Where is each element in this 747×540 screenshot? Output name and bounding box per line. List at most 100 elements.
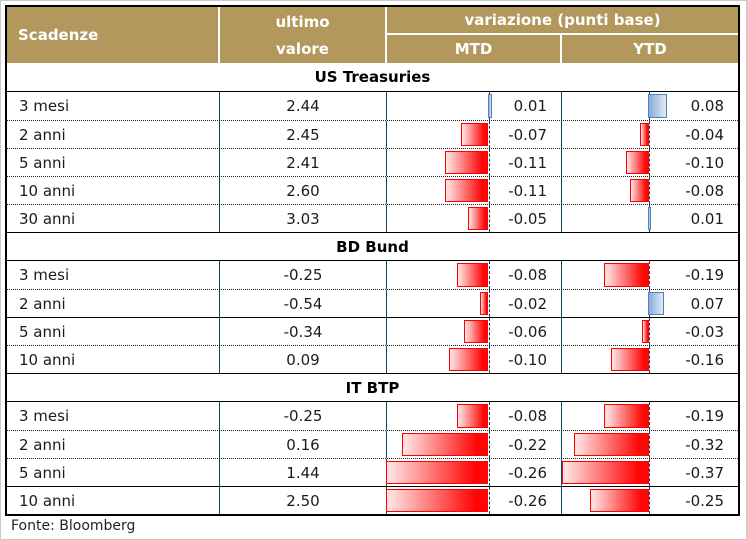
ytd-bar xyxy=(639,123,649,146)
ytd-bar xyxy=(648,292,665,315)
ytd-bar xyxy=(625,151,649,174)
ytd-value: -0.19 xyxy=(685,407,724,425)
table-row: 3 mesi -0.25 -0.08 -0.19 xyxy=(7,261,738,289)
mtd-value: -0.22 xyxy=(508,435,547,454)
table-row: 10 anni 0.09 -0.10 -0.16 xyxy=(7,345,738,373)
ytd-cell: 0.08 xyxy=(562,92,738,120)
maturity-label: 5 anni xyxy=(7,318,220,345)
rates-table: Scadenze ultimo valore variazione (punti… xyxy=(5,5,740,516)
ytd-bar xyxy=(648,94,667,118)
maturity-label: 2 anni xyxy=(7,431,220,458)
ytd-value: -0.19 xyxy=(685,266,724,284)
zero-axis xyxy=(489,318,490,345)
ytd-value: -0.32 xyxy=(685,435,724,454)
table-row: 3 mesi -0.25 -0.08 -0.19 xyxy=(7,402,738,430)
table-row: 2 anni 2.45 -0.07 -0.04 xyxy=(7,120,738,148)
last-value: 1.44 xyxy=(220,459,387,486)
header-last-line2: valore xyxy=(276,39,329,58)
maturity-label: 10 anni xyxy=(7,346,220,373)
zero-axis xyxy=(649,487,650,514)
ytd-cell: -0.37 xyxy=(562,459,738,486)
maturity-label: 2 anni xyxy=(7,121,220,148)
mtd-cell: -0.22 xyxy=(387,431,562,458)
table-row: 30 anni 3.03 -0.05 0.01 xyxy=(7,204,738,232)
mtd-bar xyxy=(386,489,488,512)
section-title-it-btp: IT BTP xyxy=(7,373,738,402)
mtd-value: 0.01 xyxy=(513,97,547,115)
ytd-bar xyxy=(630,179,649,202)
zero-axis xyxy=(489,487,490,514)
ytd-cell: -0.19 xyxy=(562,402,738,430)
table-row: 2 anni 0.16 -0.22 -0.32 xyxy=(7,430,738,458)
zero-axis xyxy=(489,205,490,232)
last-value: 2.45 xyxy=(220,121,387,148)
zero-axis xyxy=(489,290,490,317)
mtd-bar xyxy=(444,151,488,174)
zero-axis xyxy=(489,402,490,430)
header-ytd: YTD xyxy=(633,40,667,58)
source-note: Fonte: Bloomberg xyxy=(11,518,136,534)
last-value: -0.54 xyxy=(220,290,387,317)
table-row: 10 anni 2.60 -0.11 -0.08 xyxy=(7,176,738,204)
maturity-label: 3 mesi xyxy=(7,261,220,289)
zero-axis xyxy=(649,121,650,148)
table-row: 2 anni -0.54 -0.02 0.07 xyxy=(7,289,738,317)
zero-axis xyxy=(649,261,650,289)
last-value: 3.03 xyxy=(220,205,387,232)
mtd-value: -0.11 xyxy=(508,181,547,200)
ytd-bar xyxy=(590,489,649,512)
ytd-value: 0.07 xyxy=(690,294,724,313)
ytd-value: -0.16 xyxy=(685,350,724,369)
ytd-value: -0.04 xyxy=(685,125,724,144)
maturity-label: 5 anni xyxy=(7,149,220,176)
zero-axis xyxy=(489,261,490,289)
zero-axis xyxy=(489,459,490,486)
mtd-cell: -0.07 xyxy=(387,121,562,148)
zero-axis xyxy=(489,121,490,148)
ytd-value: -0.03 xyxy=(685,322,724,341)
ytd-bar xyxy=(648,207,651,230)
mtd-cell: -0.26 xyxy=(386,487,562,514)
mtd-bar xyxy=(464,320,488,343)
last-value: -0.25 xyxy=(220,261,387,289)
last-value: 2.50 xyxy=(220,487,387,514)
table-row: 5 anni -0.34 -0.06 -0.03 xyxy=(7,317,738,345)
last-value: 2.44 xyxy=(220,92,387,120)
zero-axis xyxy=(489,177,490,204)
last-value: 2.60 xyxy=(220,177,387,204)
ytd-value: 0.01 xyxy=(690,209,724,228)
mtd-cell: 0.01 xyxy=(387,92,562,120)
mtd-cell: -0.26 xyxy=(386,459,562,486)
ytd-bar xyxy=(604,263,649,287)
maturity-label: 3 mesi xyxy=(7,92,220,120)
zero-axis xyxy=(649,346,650,373)
mtd-value: -0.02 xyxy=(508,294,547,313)
table-header: Scadenze ultimo valore variazione (punti… xyxy=(7,7,738,63)
header-last-line1: ultimo xyxy=(275,12,330,31)
mtd-value: -0.07 xyxy=(508,125,547,144)
zero-axis xyxy=(649,459,650,486)
mtd-cell: -0.06 xyxy=(387,318,562,345)
table-row: 5 anni 1.44 -0.26 -0.37 xyxy=(7,458,738,486)
ytd-cell: -0.10 xyxy=(562,149,738,176)
zero-axis xyxy=(649,318,650,345)
maturity-label: 10 anni xyxy=(7,487,220,514)
zero-axis xyxy=(649,431,650,458)
ytd-bar xyxy=(604,404,649,428)
zero-axis xyxy=(489,431,490,458)
mtd-value: -0.05 xyxy=(508,209,547,228)
zero-axis xyxy=(489,149,490,176)
ytd-value: -0.08 xyxy=(685,181,724,200)
table-row: 10 anni 2.50 -0.26 -0.25 xyxy=(7,486,738,514)
last-value: -0.34 xyxy=(220,318,387,345)
zero-axis xyxy=(489,346,490,373)
maturity-label: 3 mesi xyxy=(7,402,220,430)
ytd-value: -0.37 xyxy=(685,463,724,482)
ytd-bar xyxy=(641,320,649,343)
mtd-bar xyxy=(448,348,488,371)
mtd-value: -0.11 xyxy=(508,153,547,172)
ytd-bar xyxy=(573,433,649,456)
section-title-us-treasuries: US Treasuries xyxy=(7,63,738,92)
ytd-cell: -0.08 xyxy=(562,177,738,204)
zero-axis xyxy=(649,402,650,430)
